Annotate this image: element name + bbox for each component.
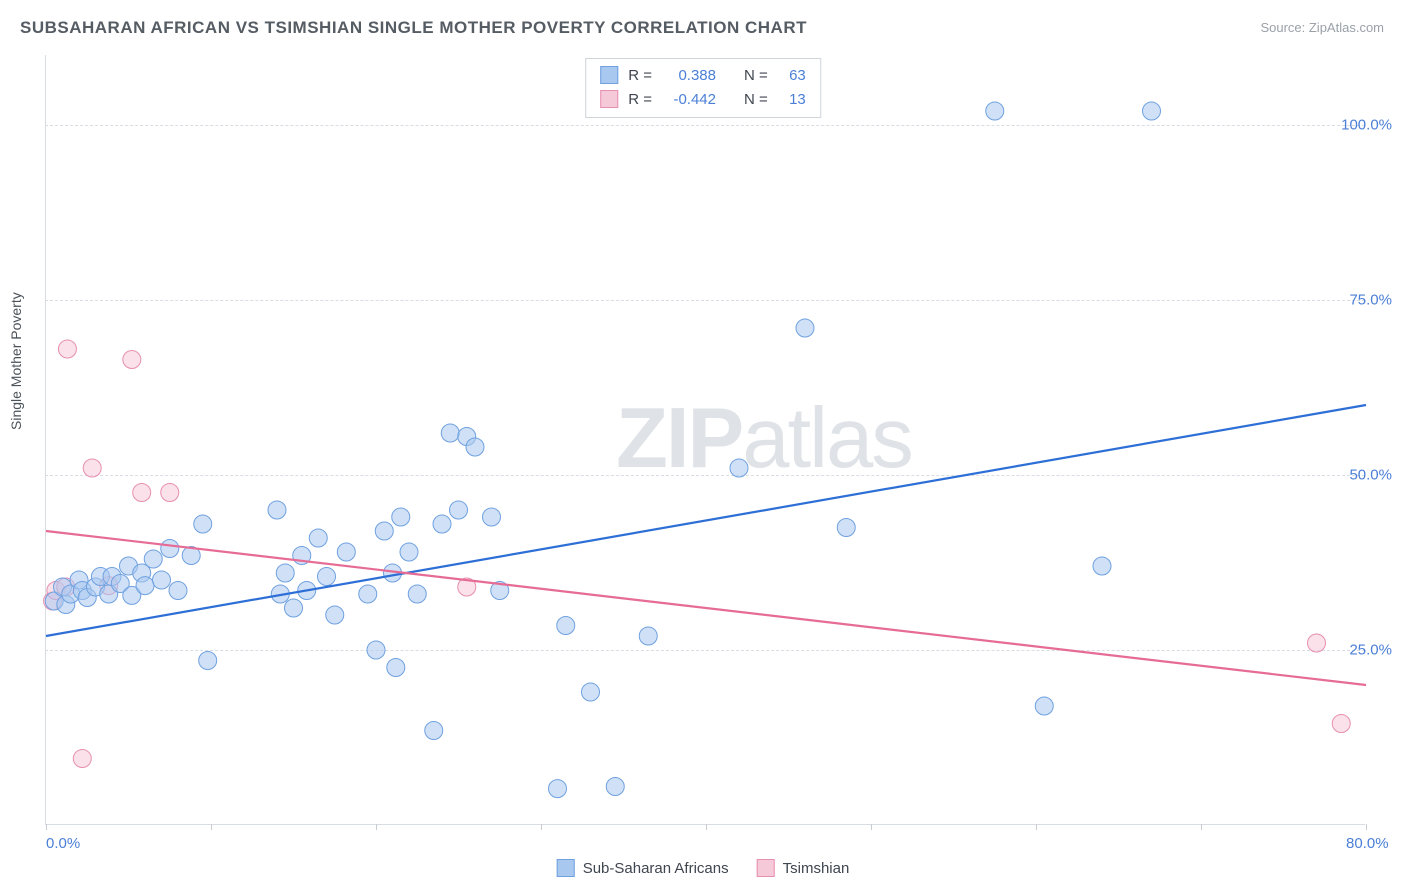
- data-point: [483, 508, 501, 526]
- legend-swatch-series-1: [600, 90, 618, 108]
- legend-row: R = -0.442 N = 13: [600, 87, 806, 111]
- legend-swatch-series-1: [757, 859, 775, 877]
- data-point: [169, 582, 187, 600]
- data-point: [123, 351, 141, 369]
- data-point: [400, 543, 418, 561]
- data-point: [309, 529, 327, 547]
- data-point: [1332, 715, 1350, 733]
- data-point: [367, 641, 385, 659]
- data-point: [606, 778, 624, 796]
- chart-title: SUBSAHARAN AFRICAN VS TSIMSHIAN SINGLE M…: [20, 18, 807, 38]
- data-point: [337, 543, 355, 561]
- x-tick-label: 0.0%: [46, 835, 80, 852]
- series-legend: Sub-Saharan Africans Tsimshian: [557, 859, 850, 877]
- r-value-1: -0.442: [662, 91, 716, 108]
- data-point: [199, 652, 217, 670]
- legend-swatch-series-0: [600, 66, 618, 84]
- data-point: [549, 780, 567, 798]
- data-point: [144, 550, 162, 568]
- data-point: [837, 519, 855, 537]
- n-value-0: 63: [778, 67, 806, 84]
- data-point: [161, 484, 179, 502]
- x-tick: [1366, 824, 1367, 830]
- data-point: [408, 585, 426, 603]
- x-tick: [706, 824, 707, 830]
- data-point: [557, 617, 575, 635]
- data-point: [359, 585, 377, 603]
- data-point: [392, 508, 410, 526]
- data-point: [466, 438, 484, 456]
- data-point: [1308, 634, 1326, 652]
- x-tick: [46, 824, 47, 830]
- regression-line: [46, 405, 1366, 636]
- x-tick: [211, 824, 212, 830]
- legend-row: R = 0.388 N = 63: [600, 63, 806, 87]
- x-tick: [541, 824, 542, 830]
- data-point: [1143, 102, 1161, 120]
- scatter-plot-svg: [46, 55, 1365, 824]
- x-tick: [376, 824, 377, 830]
- legend-swatch-series-0: [557, 859, 575, 877]
- n-value-1: 13: [778, 91, 806, 108]
- legend-label: Tsimshian: [783, 860, 850, 877]
- n-label: N =: [744, 91, 768, 108]
- data-point: [73, 750, 91, 768]
- legend-item: Sub-Saharan Africans: [557, 859, 729, 877]
- legend-label: Sub-Saharan Africans: [583, 860, 729, 877]
- data-point: [375, 522, 393, 540]
- data-point: [986, 102, 1004, 120]
- r-value-0: 0.388: [662, 67, 716, 84]
- data-point: [639, 627, 657, 645]
- x-tick: [1036, 824, 1037, 830]
- r-label: R =: [628, 91, 652, 108]
- regression-line: [46, 531, 1366, 685]
- y-axis-label: Single Mother Poverty: [8, 292, 24, 430]
- data-point: [153, 571, 171, 589]
- data-point: [441, 424, 459, 442]
- data-point: [387, 659, 405, 677]
- data-point: [161, 540, 179, 558]
- source-label: Source: ZipAtlas.com: [1260, 20, 1384, 35]
- data-point: [133, 484, 151, 502]
- data-point: [450, 501, 468, 519]
- plot-area: ZIPatlas 0.0%80.0%: [45, 55, 1365, 825]
- data-point: [433, 515, 451, 533]
- x-tick: [871, 824, 872, 830]
- data-point: [268, 501, 286, 519]
- data-point: [136, 577, 154, 595]
- legend-item: Tsimshian: [757, 859, 850, 877]
- x-tick-label: 80.0%: [1346, 835, 1389, 852]
- data-point: [796, 319, 814, 337]
- data-point: [326, 606, 344, 624]
- data-point: [276, 564, 294, 582]
- data-point: [318, 568, 336, 586]
- r-label: R =: [628, 67, 652, 84]
- data-point: [194, 515, 212, 533]
- data-point: [1035, 697, 1053, 715]
- correlation-legend: R = 0.388 N = 63 R = -0.442 N = 13: [585, 58, 821, 118]
- x-tick: [1201, 824, 1202, 830]
- data-point: [58, 340, 76, 358]
- data-point: [582, 683, 600, 701]
- data-point: [285, 599, 303, 617]
- data-point: [730, 459, 748, 477]
- data-point: [425, 722, 443, 740]
- n-label: N =: [744, 67, 768, 84]
- data-point: [83, 459, 101, 477]
- data-point: [1093, 557, 1111, 575]
